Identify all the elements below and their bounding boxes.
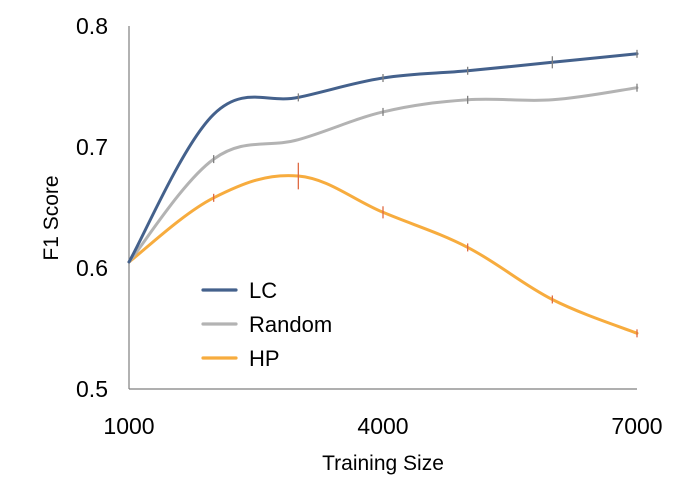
legend: LC Random HP: [201, 278, 332, 371]
y-tick-label: 0.6: [76, 255, 108, 281]
y-axis-title: F1 Score: [40, 175, 63, 260]
y-tick-label: 0.7: [76, 134, 108, 160]
y-tick-label: 0.8: [76, 13, 108, 39]
series-line-hp: [127, 174, 639, 335]
series-line-lc: [127, 52, 639, 264]
x-tick-label: 7000: [611, 413, 662, 439]
tick-labels: 0.5 0.6 0.7 0.8 1000 4000 7000: [76, 13, 663, 439]
legend-label-random: Random: [249, 312, 332, 337]
legend-label-lc: LC: [249, 278, 277, 303]
y-tick-label: 0.5: [76, 376, 108, 402]
legend-label-hp: HP: [249, 346, 280, 371]
x-axis-title: Training Size: [322, 452, 444, 475]
series-group: [127, 49, 639, 338]
x-tick-label: 4000: [357, 413, 408, 439]
axes: [128, 26, 637, 390]
x-tick-label: 1000: [103, 413, 154, 439]
